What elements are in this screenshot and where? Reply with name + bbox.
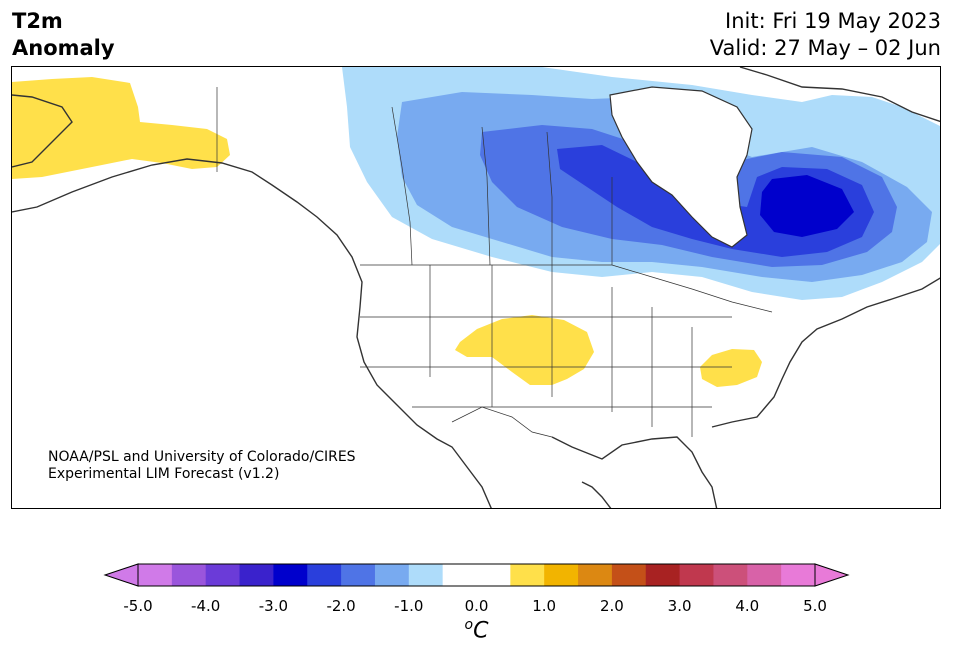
colorbar-segment (578, 564, 613, 586)
colorbar-under-arrow (103, 563, 139, 587)
colorbar-segment (510, 564, 545, 586)
warm-anomaly-virginia (700, 349, 762, 387)
anomaly-map (12, 67, 940, 508)
colorbar-segment (611, 564, 647, 586)
colorbar-segment (239, 564, 274, 586)
colorbar-segment (747, 564, 782, 586)
forecast-dates: Init: Fri 19 May 2023 Valid: 27 May – 02… (710, 8, 941, 62)
attribution-line1: NOAA/PSL and University of Colorado/CIRE… (48, 449, 356, 465)
colorbar-unit: oC (464, 617, 489, 644)
colorbar-segment (341, 564, 376, 586)
colorbar-segment (679, 564, 714, 586)
colorbar-segment (781, 564, 816, 586)
init-date: Init: Fri 19 May 2023 (725, 9, 941, 33)
valid-date: Valid: 27 May – 02 Jun (709, 36, 941, 60)
colorbar-segment (205, 564, 241, 586)
colorbar-segment (476, 564, 511, 586)
colorbar-outline (137, 563, 816, 587)
colorbar-tick-label: -4.0 (191, 597, 221, 615)
colorbar-segment (408, 564, 444, 586)
colorbar-tick-label: 0.0 (464, 597, 489, 615)
colorbar-tick-label: -1.0 (394, 597, 424, 615)
colorbar-tick-label: -5.0 (123, 597, 153, 615)
warm-anomaly-plains (455, 315, 594, 385)
hudson-bay (609, 86, 753, 248)
colorbar-tick-label: 4.0 (735, 597, 760, 615)
colorbar-scale (103, 563, 850, 587)
colorbar-segment (171, 564, 207, 586)
colorbar-segment (544, 564, 579, 586)
attribution: NOAA/PSL and University of Colorado/CIRE… (48, 449, 356, 483)
colorbar-segment (442, 564, 477, 586)
colorbar-tick-label: -3.0 (258, 597, 289, 615)
colorbar-segment (645, 564, 681, 586)
attribution-line2: Experimental LIM Forecast (v1.2) (48, 466, 280, 482)
colorbar-segment (273, 564, 308, 586)
colorbar-tick-label: -2.0 (326, 597, 356, 615)
colorbar-tick-label: 1.0 (532, 597, 557, 615)
colorbar-tick-label: 5.0 (803, 597, 827, 615)
map-panel (11, 66, 941, 509)
colorbar-tick-label: 2.0 (599, 597, 624, 615)
map-title: T2m Anomaly (12, 8, 115, 62)
warm-anomaly-alaska (12, 77, 230, 179)
coastlines (12, 67, 940, 508)
colorbar-segment (138, 564, 173, 586)
colorbar-over-arrow (814, 563, 850, 587)
colorbar-segment (713, 564, 748, 586)
title-type: Anomaly (12, 36, 115, 60)
colorbar-tick-label: 3.0 (667, 597, 692, 615)
title-variable: T2m (12, 9, 63, 33)
colorbar-segment (374, 564, 410, 586)
colorbar: -5.0 -4.0 -3.0 -2.0 -1.0 0.0 1.0 2.0 3.0 4.0 5.0 o… (0, 560, 953, 656)
cool-anomaly-deep (760, 175, 854, 237)
colorbar-segment (307, 564, 342, 586)
political-borders (216, 87, 773, 438)
